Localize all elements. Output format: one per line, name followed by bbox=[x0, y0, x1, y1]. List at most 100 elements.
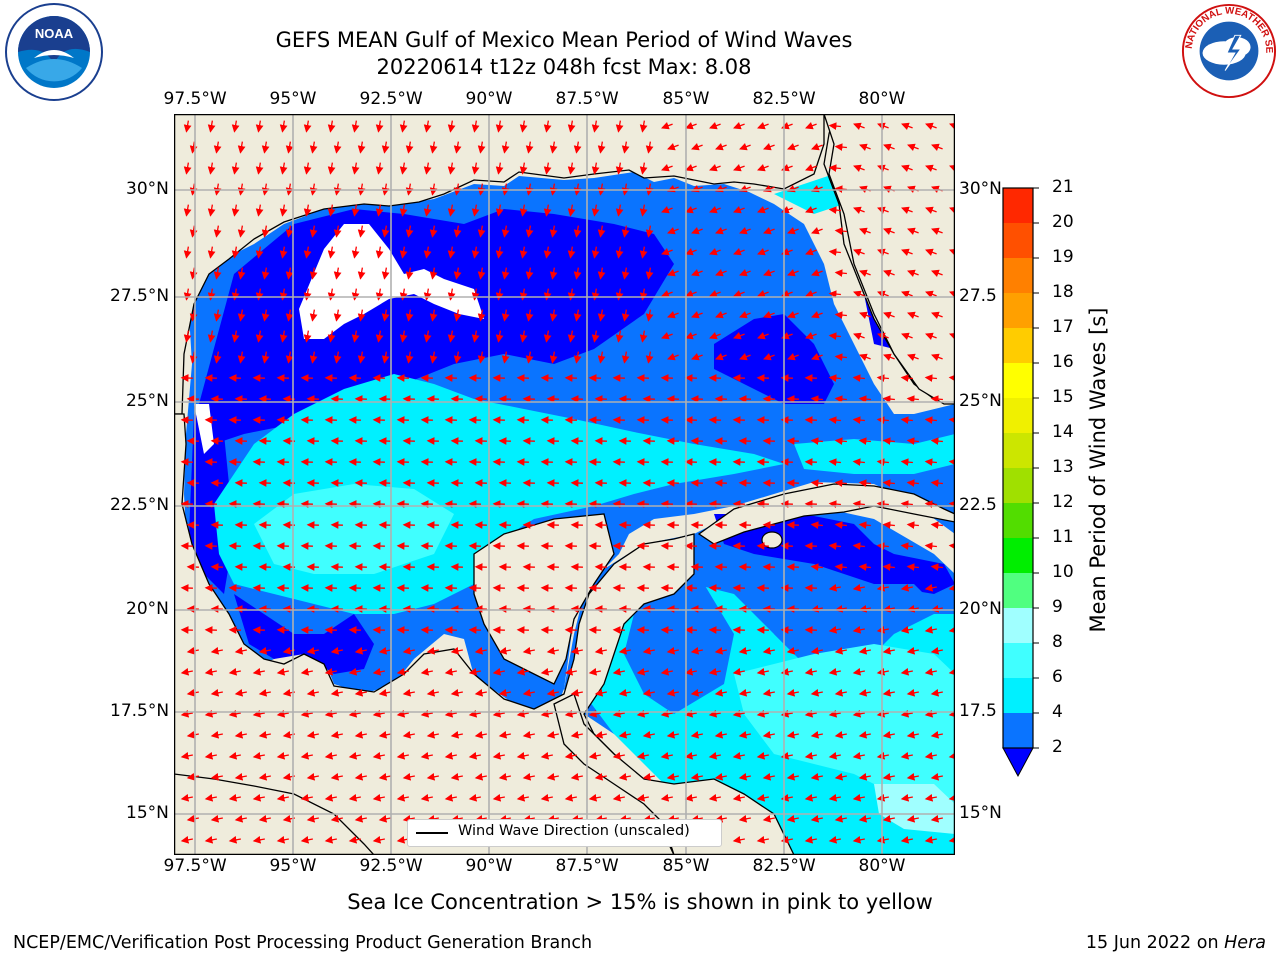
wave-direction-arrow bbox=[882, 730, 895, 739]
wave-direction-arrow bbox=[949, 332, 955, 341]
wave-direction-arrow bbox=[234, 772, 247, 781]
wave-direction-arrow bbox=[834, 479, 847, 487]
wave-direction-arrow bbox=[666, 688, 679, 697]
wave-direction-arrow bbox=[787, 226, 799, 235]
wave-direction-arrow bbox=[498, 730, 511, 739]
wave-direction-arrow bbox=[660, 709, 673, 718]
wave-direction-arrow bbox=[876, 751, 889, 760]
wave-direction-arrow bbox=[733, 247, 745, 256]
wave-direction-arrow bbox=[474, 646, 487, 655]
wave-direction-arrow bbox=[453, 309, 462, 322]
wave-direction-arrow bbox=[690, 730, 703, 739]
wave-direction-arrow bbox=[540, 751, 553, 760]
wave-direction-arrow bbox=[810, 772, 823, 781]
wave-direction-arrow bbox=[876, 416, 889, 424]
wave-direction-arrow bbox=[931, 269, 943, 278]
wave-direction-arrow bbox=[372, 751, 385, 760]
wave-direction-arrow bbox=[501, 351, 510, 364]
wave-direction-arrow bbox=[931, 143, 943, 152]
wave-direction-arrow bbox=[804, 667, 817, 676]
wave-direction-arrow bbox=[786, 688, 799, 697]
wave-direction-arrow bbox=[381, 225, 390, 238]
wave-direction-arrow bbox=[685, 205, 697, 214]
wave-direction-arrow bbox=[834, 563, 847, 571]
wave-direction-arrow bbox=[207, 246, 216, 259]
wave-direction-arrow bbox=[667, 310, 679, 319]
wave-direction-arrow bbox=[450, 730, 463, 739]
wave-direction-arrow bbox=[234, 688, 247, 697]
wave-direction-arrow bbox=[237, 351, 246, 364]
wave-direction-arrow bbox=[210, 730, 223, 739]
wave-direction-arrow bbox=[757, 121, 769, 130]
wave-direction-arrow bbox=[588, 793, 601, 802]
wave-direction-arrow bbox=[405, 141, 414, 154]
wave-direction-arrow bbox=[882, 814, 895, 823]
wave-direction-arrow bbox=[621, 183, 630, 196]
wave-direction-arrow bbox=[709, 289, 721, 298]
wave-direction-arrow bbox=[685, 121, 697, 130]
wave-direction-arrow bbox=[546, 772, 559, 781]
wave-direction-arrow bbox=[180, 835, 193, 844]
colorbar-segment bbox=[1003, 433, 1033, 468]
wave-direction-arrow bbox=[660, 751, 673, 760]
nws-logo: NATIONAL WEATHER SERVICE bbox=[1180, 2, 1277, 99]
wave-direction-arrow bbox=[285, 183, 294, 196]
wave-direction-arrow bbox=[690, 688, 703, 697]
wave-direction-arrow bbox=[756, 751, 769, 760]
wave-direction-arrow bbox=[714, 688, 727, 697]
wave-direction-arrow bbox=[303, 204, 312, 217]
wave-direction-arrow bbox=[733, 121, 745, 130]
colorbar-segment bbox=[1003, 573, 1033, 608]
wave-direction-arrow bbox=[186, 730, 199, 739]
wave-direction-arrow bbox=[642, 688, 655, 697]
wave-direction-arrow bbox=[738, 814, 751, 823]
wave-direction-arrow bbox=[805, 121, 817, 130]
wave-direction-arrow bbox=[661, 247, 673, 256]
colorbar-segment bbox=[1003, 538, 1033, 573]
wave-direction-arrow bbox=[207, 120, 216, 133]
wave-direction-arrow bbox=[543, 246, 552, 259]
wave-direction-arrow bbox=[519, 330, 528, 343]
wave-direction-arrow bbox=[285, 309, 294, 322]
wave-direction-arrow bbox=[883, 227, 895, 236]
wave-direction-arrow bbox=[684, 793, 697, 802]
wave-direction-arrow bbox=[901, 290, 913, 299]
wave-direction-arrow bbox=[351, 330, 360, 343]
wave-direction-arrow bbox=[519, 120, 528, 133]
wave-direction-arrow bbox=[763, 268, 775, 277]
wave-direction-arrow bbox=[787, 310, 799, 319]
wave-direction-arrow bbox=[228, 835, 241, 844]
wave-direction-arrow bbox=[549, 351, 558, 364]
noaa-logo: NOAA bbox=[5, 3, 103, 101]
lon-tick-top: 97.5°W bbox=[163, 89, 227, 109]
wave-direction-arrow bbox=[204, 835, 217, 844]
wave-direction-arrow bbox=[396, 793, 409, 802]
wave-direction-arrow bbox=[739, 310, 751, 319]
wave-direction-arrow bbox=[732, 751, 745, 760]
wave-direction-arrow bbox=[228, 667, 241, 676]
wave-direction-arrow bbox=[396, 667, 409, 676]
wave-direction-arrow bbox=[621, 225, 630, 238]
wave-direction-arrow bbox=[378, 646, 391, 655]
wave-direction-arrow bbox=[763, 226, 775, 235]
wave-direction-arrow bbox=[300, 751, 313, 760]
wave-direction-arrow bbox=[733, 331, 745, 340]
wave-direction-arrow bbox=[804, 709, 817, 718]
colorbar-tick-label: 21 bbox=[1052, 177, 1074, 197]
wave-direction-arrow bbox=[948, 458, 955, 466]
wave-direction-arrow bbox=[900, 500, 913, 508]
wave-direction-arrow bbox=[402, 730, 415, 739]
wave-direction-arrow bbox=[660, 667, 673, 676]
wave-direction-arrow bbox=[690, 646, 703, 655]
wave-direction-arrow bbox=[573, 225, 582, 238]
wave-direction-arrow bbox=[180, 667, 193, 676]
wave-direction-arrow bbox=[906, 646, 919, 655]
wave-direction-arrow bbox=[237, 309, 246, 322]
wave-direction-arrow bbox=[522, 772, 535, 781]
wave-direction-arrow bbox=[258, 772, 271, 781]
wave-direction-arrow bbox=[685, 289, 697, 298]
wave-direction-arrow bbox=[258, 688, 271, 697]
wave-direction-arrow bbox=[762, 646, 775, 655]
wave-direction-arrow bbox=[444, 751, 457, 760]
wave-direction-arrow bbox=[804, 751, 817, 760]
